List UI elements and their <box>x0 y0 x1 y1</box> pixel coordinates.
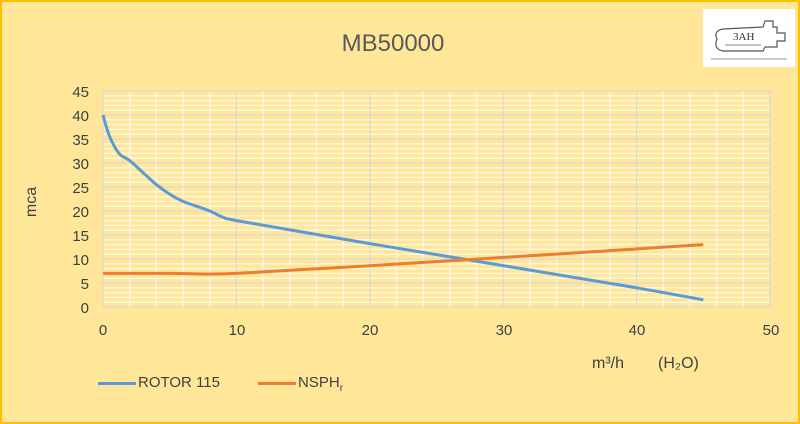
x-axis-fluid-label: (H₂O) <box>658 355 699 372</box>
y-tick: 45 <box>72 84 89 101</box>
x-axis-unit-label: m³/h <box>592 355 624 372</box>
data-series <box>101 114 704 302</box>
x-tick: 20 <box>361 322 379 339</box>
x-tick: 0 <box>98 322 108 339</box>
y-tick: 10 <box>72 252 89 269</box>
series-line-nsphr <box>102 243 704 276</box>
legend-swatch-blue <box>98 381 136 385</box>
legend-swatch-orange <box>258 381 296 385</box>
legend-label: NSPH <box>298 374 340 391</box>
y-tick: 30 <box>72 156 89 173</box>
legend-item-nsphr: NSPHr <box>258 374 343 394</box>
legend-item-rotor-115: ROTOR 115 <box>98 374 220 391</box>
y-tick: 5 <box>80 276 89 293</box>
chart-title: MB50000 <box>341 30 445 57</box>
logo-icon: 3AH <box>711 20 787 60</box>
series-line-rotor-115 <box>101 114 704 302</box>
company-logo: 3AH <box>703 9 795 67</box>
svg-text:3AH: 3AH <box>733 31 754 43</box>
y-tick: 0 <box>80 300 89 317</box>
legend-label: ROTOR 115 <box>138 374 220 391</box>
y-tick: 20 <box>72 204 89 221</box>
x-tick: 30 <box>495 322 513 339</box>
x-tick: 10 <box>228 322 246 339</box>
legend-label-subscript: r <box>339 383 344 394</box>
x-tick: 40 <box>628 322 646 339</box>
y-tick: 40 <box>72 108 89 125</box>
y-tick: 25 <box>72 180 89 197</box>
x-tick: 50 <box>762 322 780 339</box>
y-tick: 15 <box>72 228 89 245</box>
y-tick: 35 <box>72 132 89 149</box>
